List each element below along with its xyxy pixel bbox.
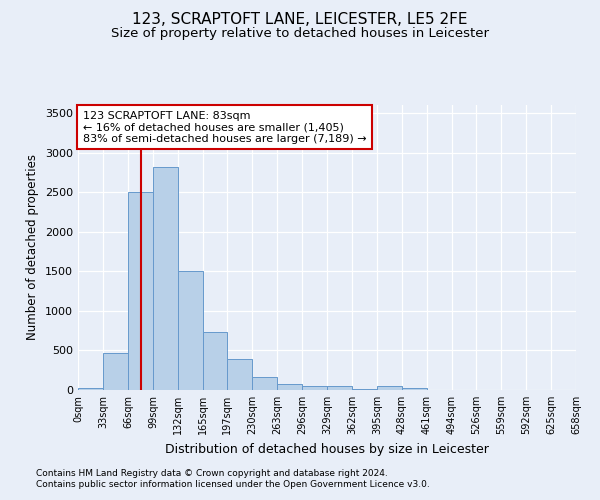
Y-axis label: Number of detached properties: Number of detached properties xyxy=(26,154,40,340)
Bar xyxy=(402,388,427,390)
Text: 123, SCRAPTOFT LANE, LEICESTER, LE5 2FE: 123, SCRAPTOFT LANE, LEICESTER, LE5 2FE xyxy=(132,12,468,28)
Bar xyxy=(377,386,402,390)
Bar xyxy=(352,389,377,390)
Bar xyxy=(302,386,327,390)
Bar xyxy=(277,384,302,390)
Text: Size of property relative to detached houses in Leicester: Size of property relative to detached ho… xyxy=(111,28,489,40)
Bar xyxy=(227,359,252,390)
Bar xyxy=(203,332,227,390)
Text: Contains public sector information licensed under the Open Government Licence v3: Contains public sector information licen… xyxy=(36,480,430,489)
Bar xyxy=(178,271,203,390)
X-axis label: Distribution of detached houses by size in Leicester: Distribution of detached houses by size … xyxy=(165,442,489,456)
Bar xyxy=(128,192,153,390)
Bar xyxy=(327,386,352,390)
Bar xyxy=(252,377,277,390)
Text: Contains HM Land Registry data © Crown copyright and database right 2024.: Contains HM Land Registry data © Crown c… xyxy=(36,468,388,477)
Bar xyxy=(103,353,128,390)
Bar xyxy=(153,167,178,390)
Text: 123 SCRAPTOFT LANE: 83sqm
← 16% of detached houses are smaller (1,405)
83% of se: 123 SCRAPTOFT LANE: 83sqm ← 16% of detac… xyxy=(83,110,367,144)
Bar xyxy=(78,388,103,390)
